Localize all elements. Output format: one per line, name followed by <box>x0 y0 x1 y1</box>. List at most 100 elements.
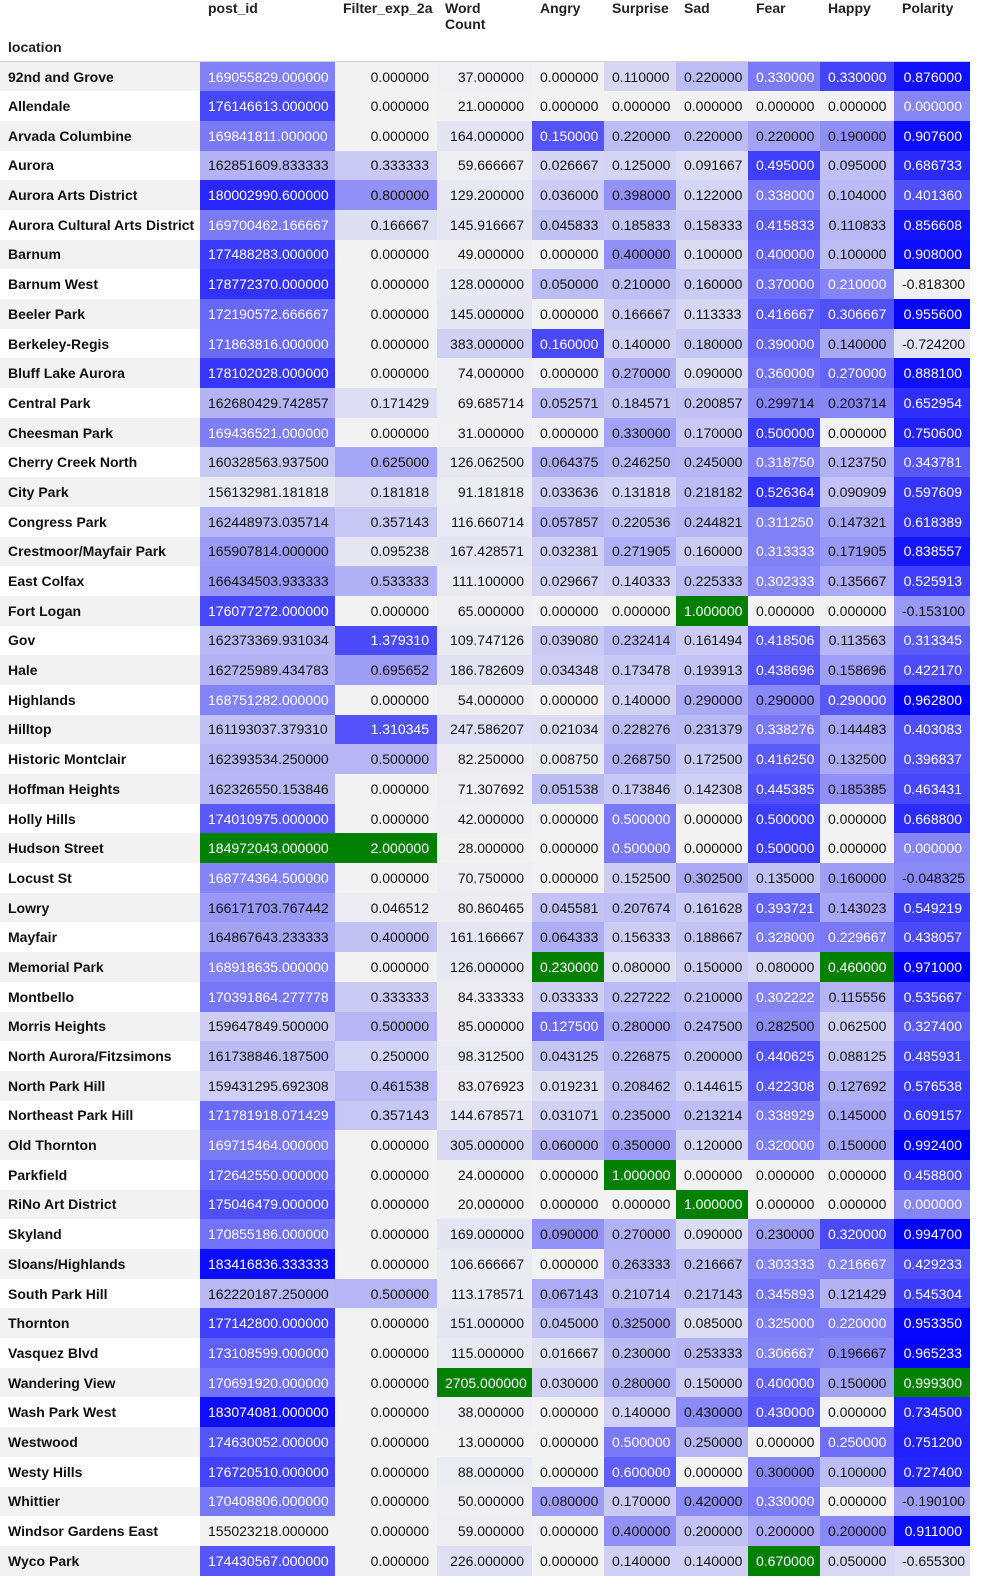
table-cell: 0.091667 <box>676 150 748 181</box>
table-cell: 0.994700 <box>894 1219 970 1249</box>
table-cell: 176720510.000000 <box>200 1456 335 1487</box>
table-cell: 0.270000 <box>604 1219 676 1249</box>
row-location-label: Wash Park West <box>0 1397 200 1428</box>
table-row: Beeler Park 172190572.666667 0.000000 145.0… <box>0 299 970 329</box>
table-cell: 170408806.000000 <box>200 1486 335 1517</box>
row-location-label: Bluff Lake Aurora <box>0 358 200 389</box>
table-cell: 174630052.000000 <box>200 1427 335 1457</box>
table-cell: 0.280000 <box>604 1367 676 1398</box>
table-cell: 0.000000 <box>532 299 604 329</box>
row-location-label: Northeast Park Hill <box>0 1100 200 1131</box>
table-cell: 0.000000 <box>820 595 894 626</box>
table-row: Bluff Lake Aurora 178102028.000000 0.00000… <box>0 358 970 389</box>
table-row: Gov 162373369.931034 1.379310 109.747126 0.0… <box>0 625 970 656</box>
table-cell: 0.357143 <box>335 1100 437 1131</box>
table-cell: 0.415833 <box>748 209 820 240</box>
column-header-row: post_id Filter_exp_2a Word Count Angry S… <box>0 0 970 32</box>
table-cell: 0.302222 <box>748 981 820 1012</box>
table-cell: 0.400000 <box>604 1516 676 1546</box>
table-cell: 162851609.833333 <box>200 150 335 181</box>
table-row: North Park Hill 159431295.692308 0.461538 8… <box>0 1070 970 1101</box>
table-cell: 186.782609 <box>437 655 532 685</box>
table-cell: 0.235000 <box>604 1100 676 1131</box>
table-row: North Aurora/Fitzsimons 161738846.187500 0… <box>0 1041 970 1071</box>
index-name-header: location <box>0 32 200 62</box>
table-cell: 0.460000 <box>820 952 894 982</box>
table-cell: 0.500000 <box>335 1011 437 1042</box>
table-cell: 0.158333 <box>676 209 748 240</box>
table-cell: 159431295.692308 <box>200 1070 335 1101</box>
table-cell: 0.229667 <box>820 922 894 953</box>
table-cell: 0.000000 <box>748 1427 820 1457</box>
table-cell: 0.838557 <box>894 536 970 567</box>
table-cell: 0.999300 <box>894 1367 970 1398</box>
table-cell: 0.000000 <box>335 328 437 359</box>
table-row: Highlands 168751282.000000 0.000000 54.0000… <box>0 684 970 715</box>
table-row: Central Park 162680429.742857 0.171429 69.6… <box>0 388 970 418</box>
table-row: Crestmoor/Mayfair Park 165907814.000000 0.… <box>0 536 970 567</box>
table-cell: 0.971000 <box>894 952 970 982</box>
table-cell: 0.127692 <box>820 1070 894 1101</box>
table-cell: 0.200000 <box>676 1041 748 1071</box>
row-location-label: Arvada Columbine <box>0 120 200 151</box>
table-cell: 0.320000 <box>748 1130 820 1160</box>
table-cell: 0.734500 <box>894 1397 970 1428</box>
table-cell: 0.000000 <box>335 1397 437 1428</box>
table-cell: 0.876000 <box>894 61 970 92</box>
row-location-label: Aurora <box>0 150 200 181</box>
table-cell: 0.034348 <box>532 655 604 685</box>
row-location-label: Mayfair <box>0 922 200 953</box>
table-cell: 0.302333 <box>748 566 820 596</box>
table-cell: 0.008750 <box>532 744 604 774</box>
table-cell: 0.000000 <box>335 1427 437 1457</box>
table-row: Berkeley-Regis 171863816.000000 0.000000 38… <box>0 328 970 359</box>
table-cell: 0.992400 <box>894 1130 970 1160</box>
table-cell: 168751282.000000 <box>200 684 335 715</box>
table-cell: 0.549219 <box>894 892 970 923</box>
table-cell: 0.338000 <box>748 180 820 210</box>
table-cell: 0.500000 <box>604 1427 676 1457</box>
table-cell: 0.282500 <box>748 1011 820 1042</box>
table-cell: 0.231379 <box>676 714 748 745</box>
table-cell: 247.586207 <box>437 714 532 745</box>
table-cell: 0.250000 <box>820 1427 894 1457</box>
table-cell: 0.911000 <box>894 1516 970 1546</box>
table-cell: 0.193913 <box>676 655 748 685</box>
table-cell: 0.045000 <box>532 1308 604 1339</box>
table-cell: 0.140000 <box>604 1545 676 1576</box>
table-cell: 0.750600 <box>894 417 970 448</box>
table-row: Wandering View 170691920.000000 0.000000 27… <box>0 1367 970 1398</box>
table-cell: 0.000000 <box>894 833 970 864</box>
table-cell: 0.270000 <box>604 358 676 389</box>
table-cell: 0.200000 <box>676 1516 748 1546</box>
table-cell: 177142800.000000 <box>200 1308 335 1339</box>
table-cell: 82.250000 <box>437 744 532 774</box>
table-cell: 0.962800 <box>894 684 970 715</box>
table-row: Aurora Arts District 180002990.600000 0.80… <box>0 180 970 210</box>
row-location-label: Morris Heights <box>0 1011 200 1042</box>
table-row: Cherry Creek North 160328563.937500 0.6250… <box>0 447 970 478</box>
table-cell: 0.000000 <box>894 91 970 121</box>
table-cell: 0.000000 <box>676 833 748 864</box>
row-location-label: Aurora Arts District <box>0 180 200 210</box>
table-cell: 0.695652 <box>335 655 437 685</box>
table-cell: 0.160000 <box>820 863 894 893</box>
table-cell: 49.000000 <box>437 239 532 270</box>
table-cell: 0.046512 <box>335 892 437 923</box>
table-cell: 176146613.000000 <box>200 91 335 121</box>
table-cell: 0.210000 <box>604 269 676 299</box>
row-location-label: Barnum <box>0 239 200 270</box>
table-cell: 0.325000 <box>604 1308 676 1339</box>
table-cell: 0.031071 <box>532 1100 604 1131</box>
row-location-label: Cherry Creek North <box>0 447 200 478</box>
table-cell: 0.422170 <box>894 655 970 685</box>
column-header: Happy <box>828 0 871 16</box>
table-cell: 0.000000 <box>748 1159 820 1190</box>
table-row: Westy Hills 176720510.000000 0.000000 88.00… <box>0 1456 970 1487</box>
table-cell: 0.400000 <box>748 1367 820 1398</box>
table-cell: 0.357143 <box>335 506 437 537</box>
table-cell: 0.051538 <box>532 774 604 804</box>
table-cell: 0.161494 <box>676 625 748 656</box>
table-cell: 0.000000 <box>532 239 604 270</box>
table-cell: 0.216667 <box>676 1249 748 1279</box>
